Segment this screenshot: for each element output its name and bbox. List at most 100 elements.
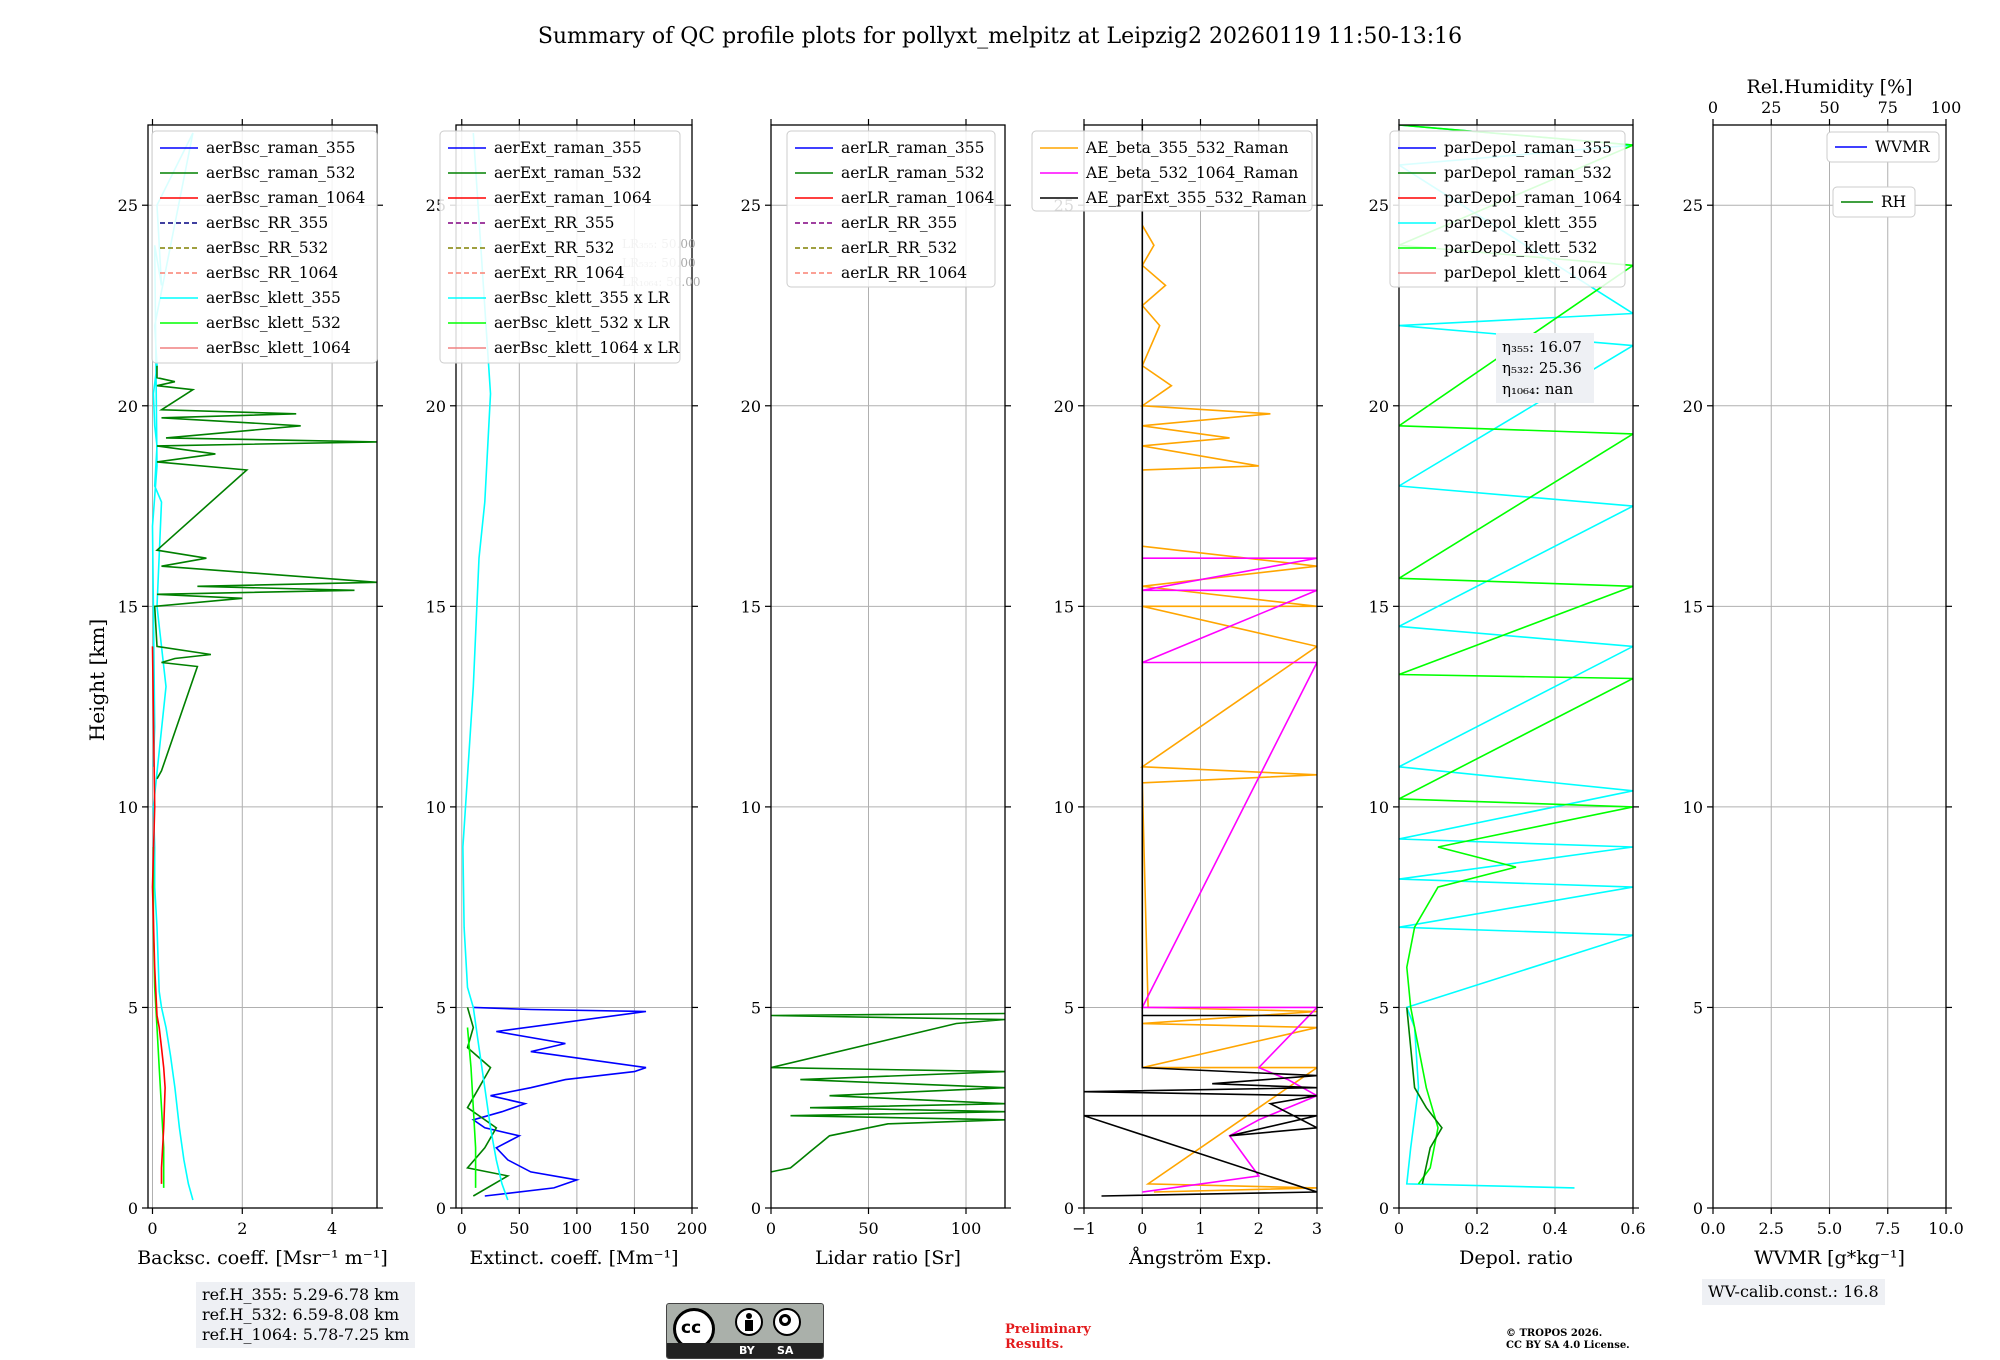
y-tick-label: 25 xyxy=(118,196,138,215)
legend-label: aerExt_raman_532 xyxy=(494,164,642,182)
y-tick-label: 0 xyxy=(751,1199,761,1218)
x-tick-label: 50 xyxy=(858,1219,878,1238)
legend-label: aerBsc_RR_1064 xyxy=(206,264,338,282)
x-tick-label: 2 xyxy=(1254,1219,1264,1238)
x-tick-label: 7.5 xyxy=(1875,1219,1900,1238)
y-tick-label: 10 xyxy=(741,798,761,817)
legend-label: aerBsc_klett_532 xyxy=(206,314,341,332)
legend-box xyxy=(1826,131,1940,163)
series-aerBsc_raman_1064 xyxy=(151,646,166,1184)
legend-label: aerLR_raman_1064 xyxy=(841,189,994,207)
x-tick-label: 0 xyxy=(766,1219,776,1238)
preliminary-line-2: Results. xyxy=(1005,1337,1064,1352)
y-tick-label: 0 xyxy=(1379,1199,1389,1218)
ref-height-1064: ref.H_1064: 5.78-7.25 km xyxy=(202,1325,410,1344)
legend-label: aerBsc_raman_532 xyxy=(206,164,356,182)
y-tick-label: 0 xyxy=(128,1199,138,1218)
copyright-line-2: CC BY SA 4.0 License. xyxy=(1506,1340,1630,1351)
reference-height-box: ref.H_355: 5.29-6.78 km ref.H_532: 6.59-… xyxy=(196,1282,416,1348)
series-group xyxy=(462,132,647,1201)
top-tick-label: 0 xyxy=(1708,98,1718,117)
y-tick-label: 5 xyxy=(436,998,446,1017)
y-tick-label: 20 xyxy=(741,397,761,416)
legend-label: AE_beta_532_1064_Raman xyxy=(1085,164,1298,182)
x-tick-label: 0.4 xyxy=(1542,1219,1567,1238)
legend-label: aerLR_raman_532 xyxy=(841,164,984,182)
y-tick-label: 0 xyxy=(436,1199,446,1218)
legend-label: aerLR_RR_532 xyxy=(841,239,957,257)
series-group xyxy=(1399,125,1633,1189)
y-tick-label: 15 xyxy=(426,597,446,616)
legend-label: aerExt_RR_532 xyxy=(494,239,615,257)
legend-label: aerBsc_klett_1064 x LR xyxy=(494,339,681,357)
legend-label: aerBsc_klett_532 x LR xyxy=(494,314,671,332)
x-axis-label: Backsc. coeff. [Msr⁻¹ m⁻¹] xyxy=(137,1247,388,1269)
preliminary-line-1: Preliminary xyxy=(1005,1322,1091,1337)
y-tick-label: 25 xyxy=(1683,196,1703,215)
ref-height-532: ref.H_532: 6.59-8.08 km xyxy=(202,1305,400,1324)
legend-label: aerExt_RR_1064 xyxy=(494,264,625,282)
legend-box xyxy=(1031,130,1313,212)
x-tick-label: 5.0 xyxy=(1817,1219,1842,1238)
cc-by-sa-badge: cc BY SA xyxy=(666,1303,824,1359)
series-aerExt_raman_355 xyxy=(471,1006,647,1197)
y-tick-label: 20 xyxy=(118,397,138,416)
series-aerBsc_raman_532 xyxy=(153,365,377,780)
license-by-label: BY xyxy=(739,1344,755,1357)
y-tick-label: 5 xyxy=(1693,998,1703,1017)
legend-label: aerExt_raman_1064 xyxy=(494,189,652,207)
legend-label: RH xyxy=(1881,193,1906,211)
y-tick-label: 15 xyxy=(1369,597,1389,616)
share-alike-icon xyxy=(773,1308,801,1336)
legend-label: aerBsc_klett_1064 xyxy=(206,339,351,357)
y-tick-label: 10 xyxy=(118,798,138,817)
legend-label: aerBsc_raman_1064 xyxy=(206,189,366,207)
x-tick-label: 3 xyxy=(1312,1219,1322,1238)
figure-title: Summary of QC profile plots for pollyxt_… xyxy=(538,24,1462,49)
x-tick-label: 100 xyxy=(951,1219,982,1238)
legend-box xyxy=(439,130,681,364)
series-aerBsc_klett_532 x LR xyxy=(466,1027,477,1188)
legend-label: aerLR_RR_355 xyxy=(841,214,957,232)
y-tick-label: 10 xyxy=(1054,798,1074,817)
legend-label: aerBsc_RR_355 xyxy=(206,214,328,232)
y-tick-label: 10 xyxy=(1683,798,1703,817)
y-tick-label: 20 xyxy=(1054,397,1074,416)
series-group xyxy=(1084,125,1317,1197)
panel-1: 0 2 4 0 5 10 15 20 25 Backsc. coeff. [Msr⁻¹ m⁻¹] a… xyxy=(118,119,388,1269)
series-parDepol_klett_532 xyxy=(1399,125,1633,1185)
y-axis-label: Height [km] xyxy=(85,619,109,741)
x-axis-label: WVMR [g*kg⁻¹] xyxy=(1754,1247,1905,1269)
y-tick-label: 25 xyxy=(741,196,761,215)
legend-label: aerBsc_klett_355 x LR xyxy=(494,289,671,307)
top-axis-label: Rel.Humidity [%] xyxy=(1746,76,1912,98)
x-tick-label: 200 xyxy=(677,1219,708,1238)
x-axis-label: Depol. ratio xyxy=(1459,1247,1573,1269)
series-group xyxy=(771,1012,1005,1173)
x-tick-label: 1 xyxy=(1195,1219,1205,1238)
x-tick-label: 0 xyxy=(457,1219,467,1238)
panel-6: 0.0 2.5 5.0 7.5 10.0 0 5 10 15 20 25 WVMR [g*kg⁻¹] 0… xyxy=(1683,76,1964,1269)
series-aerLR_raman_532 xyxy=(771,1012,1005,1173)
copyright-line-1: © TROPOS 2026. xyxy=(1506,1328,1603,1339)
x-axis-label: Ångström Exp. xyxy=(1128,1247,1272,1269)
legend-box xyxy=(1389,130,1626,288)
y-tick-label: 5 xyxy=(128,998,138,1017)
panel-4: −101230510152025Ångström Exp.AE_beta_355… xyxy=(1031,119,1323,1269)
x-tick-label: 10.0 xyxy=(1928,1219,1964,1238)
legend-label: parDepol_raman_355 xyxy=(1444,139,1612,157)
legend-box xyxy=(1832,186,1916,218)
y-tick-label: 15 xyxy=(1054,597,1074,616)
x-tick-label: −1 xyxy=(1072,1219,1096,1238)
top-tick-label: 50 xyxy=(1819,98,1839,117)
legend-label: parDepol_klett_355 xyxy=(1444,214,1597,232)
legend-label: parDepol_raman_1064 xyxy=(1444,189,1622,207)
x-tick-label: 2 xyxy=(237,1219,247,1238)
wv-calib-const: WV-calib.const.: 16.8 xyxy=(1708,1282,1879,1301)
axes-frame xyxy=(770,124,1006,1209)
x-tick-label: 100 xyxy=(562,1219,593,1238)
eta-annotation: η₅₃₂: 25.36 xyxy=(1502,359,1582,377)
axes-frame xyxy=(147,124,378,1209)
ref-height-355: ref.H_355: 5.29-6.78 km xyxy=(202,1285,400,1304)
